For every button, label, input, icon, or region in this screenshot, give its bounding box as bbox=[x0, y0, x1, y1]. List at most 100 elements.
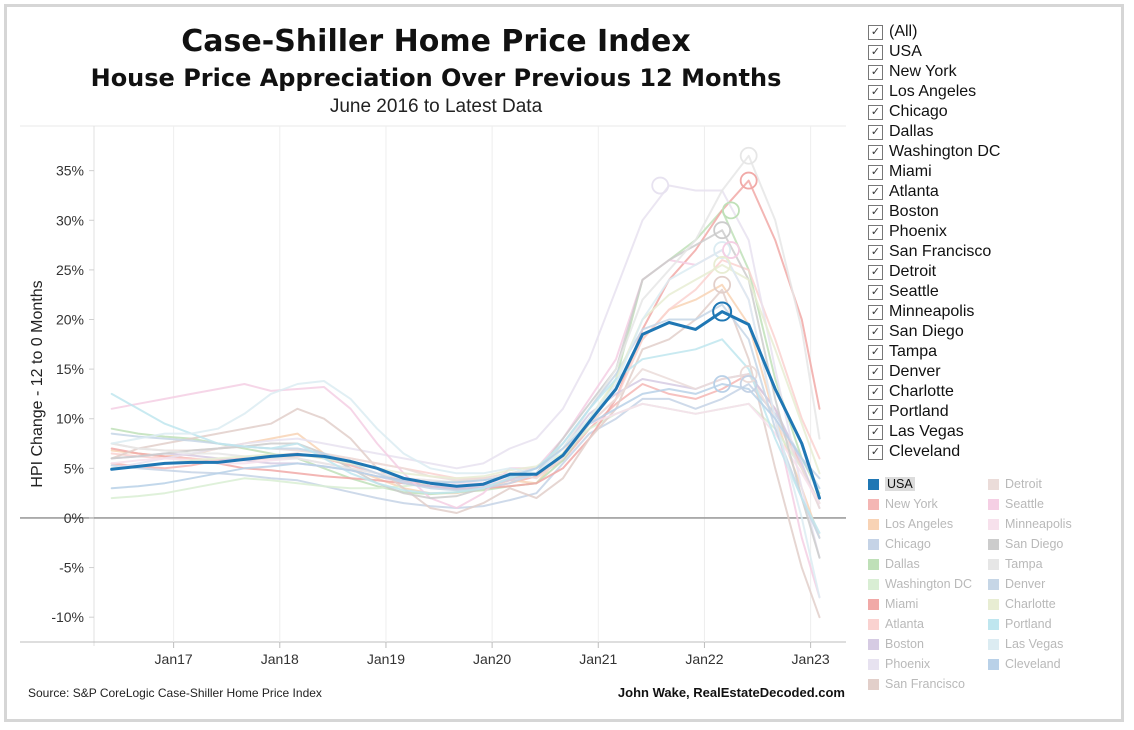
filter-item-minneapolis[interactable]: ✓ Minneapolis bbox=[868, 302, 1128, 322]
filter-item-charlotte[interactable]: ✓ Charlotte bbox=[868, 382, 1128, 402]
y-tick-label: 35% bbox=[56, 163, 84, 179]
filter-item-all[interactable]: ✓ (All) bbox=[868, 22, 1128, 42]
filter-item-tampa[interactable]: ✓ Tampa bbox=[868, 342, 1128, 362]
series-line-miami bbox=[110, 179, 821, 490]
legend-swatch bbox=[988, 638, 999, 650]
x-tick-label: Jan21 bbox=[579, 651, 617, 667]
peak-marker-tampa bbox=[739, 146, 758, 165]
legend-item-detroit[interactable]: Detroit bbox=[988, 475, 1042, 493]
filter-item-cleveland[interactable]: ✓ Cleveland bbox=[868, 442, 1128, 462]
date-range-caption: June 2016 to Latest Data bbox=[329, 96, 543, 117]
checkbox[interactable]: ✓ bbox=[868, 144, 883, 160]
legend-item-usa[interactable]: USA bbox=[868, 475, 915, 493]
filter-item-san-francisco[interactable]: ✓ San Francisco bbox=[868, 242, 1128, 262]
checkbox[interactable]: ✓ bbox=[868, 44, 883, 60]
y-tick-label: 20% bbox=[56, 312, 84, 328]
filter-item-portland[interactable]: ✓ Portland bbox=[868, 402, 1128, 422]
checkbox[interactable]: ✓ bbox=[868, 264, 883, 280]
filter-item-usa[interactable]: ✓ USA bbox=[868, 42, 1128, 62]
series-line-boston bbox=[110, 373, 821, 509]
legend-item-las-vegas[interactable]: Las Vegas bbox=[988, 635, 1063, 653]
checkbox[interactable]: ✓ bbox=[868, 224, 883, 240]
x-tick-label: Jan20 bbox=[473, 651, 511, 667]
series-line-portland bbox=[110, 338, 821, 534]
filter-item-san-diego[interactable]: ✓ San Diego bbox=[868, 322, 1128, 342]
checkbox[interactable]: ✓ bbox=[868, 164, 883, 180]
checkbox[interactable]: ✓ bbox=[868, 284, 883, 300]
x-tick-label: Jan18 bbox=[261, 651, 299, 667]
checkbox[interactable]: ✓ bbox=[868, 204, 883, 220]
filter-item-seattle[interactable]: ✓ Seattle bbox=[868, 282, 1128, 302]
checkbox[interactable]: ✓ bbox=[868, 364, 883, 380]
checkbox[interactable]: ✓ bbox=[868, 184, 883, 200]
checkbox[interactable]: ✓ bbox=[868, 64, 883, 80]
filter-item-las-vegas[interactable]: ✓ Las Vegas bbox=[868, 422, 1128, 442]
filter-item-dallas[interactable]: ✓ Dallas bbox=[868, 122, 1128, 142]
checkbox[interactable]: ✓ bbox=[868, 384, 883, 400]
legend-item-charlotte[interactable]: Charlotte bbox=[988, 595, 1056, 613]
legend-swatch bbox=[868, 538, 879, 550]
legend-item-seattle[interactable]: Seattle bbox=[988, 495, 1044, 513]
checkbox[interactable]: ✓ bbox=[868, 324, 883, 340]
legend-swatch bbox=[988, 598, 999, 610]
legend-label: USA bbox=[885, 477, 915, 491]
checkbox[interactable]: ✓ bbox=[868, 124, 883, 140]
filter-item-detroit[interactable]: ✓ Detroit bbox=[868, 262, 1128, 282]
filter-item-label: Los Angeles bbox=[889, 83, 977, 100]
checkbox[interactable]: ✓ bbox=[868, 404, 883, 420]
legend-item-dallas[interactable]: Dallas bbox=[868, 555, 920, 573]
x-tick-label: Jan17 bbox=[155, 651, 193, 667]
legend-label: Charlotte bbox=[1005, 597, 1056, 611]
filter-item-washington-dc[interactable]: ✓ Washington DC bbox=[868, 142, 1128, 162]
checkbox[interactable]: ✓ bbox=[868, 344, 883, 360]
checkbox[interactable]: ✓ bbox=[868, 444, 883, 460]
peak-marker-chicago bbox=[739, 375, 758, 393]
filter-item-denver[interactable]: ✓ Denver bbox=[868, 362, 1128, 382]
legend-swatch bbox=[868, 518, 879, 530]
checkbox[interactable]: ✓ bbox=[868, 84, 883, 100]
legend-label: Las Vegas bbox=[1005, 637, 1064, 651]
legend-item-atlanta[interactable]: Atlanta bbox=[868, 615, 924, 633]
legend-label: New York bbox=[885, 497, 938, 511]
legend-swatch bbox=[868, 558, 879, 570]
legend-label: Portland bbox=[1005, 617, 1052, 631]
checkbox[interactable]: ✓ bbox=[868, 244, 883, 260]
legend-item-chicago[interactable]: Chicago bbox=[868, 535, 931, 553]
filter-item-los-angeles[interactable]: ✓ Los Angeles bbox=[868, 82, 1128, 102]
filter-item-boston[interactable]: ✓ Boston bbox=[868, 202, 1128, 222]
checkbox[interactable]: ✓ bbox=[868, 24, 883, 40]
filter-item-label: Dallas bbox=[889, 123, 934, 140]
filter-item-label: San Diego bbox=[889, 323, 964, 340]
filter-item-label: Atlanta bbox=[889, 183, 939, 200]
filter-item-atlanta[interactable]: ✓ Atlanta bbox=[868, 182, 1128, 202]
peak-marker-usa bbox=[712, 301, 733, 322]
legend-item-phoenix[interactable]: Phoenix bbox=[868, 655, 930, 673]
legend-item-boston[interactable]: Boston bbox=[868, 635, 924, 653]
legend-item-tampa[interactable]: Tampa bbox=[988, 555, 1043, 573]
legend-item-cleveland[interactable]: Cleveland bbox=[988, 655, 1061, 673]
filter-item-chicago[interactable]: ✓ Chicago bbox=[868, 102, 1128, 122]
y-tick-label: 15% bbox=[56, 361, 84, 377]
legend-item-miami[interactable]: Miami bbox=[868, 595, 918, 613]
series-line-las-vegas bbox=[110, 249, 821, 599]
checkbox[interactable]: ✓ bbox=[868, 104, 883, 120]
series-line-charlotte bbox=[110, 263, 821, 480]
checkbox[interactable]: ✓ bbox=[868, 424, 883, 440]
legend-item-new-york[interactable]: New York bbox=[868, 495, 938, 513]
legend-item-san-francisco[interactable]: San Francisco bbox=[868, 675, 965, 693]
filter-item-phoenix[interactable]: ✓ Phoenix bbox=[868, 222, 1128, 242]
filter-item-label: Las Vegas bbox=[889, 423, 964, 440]
legend-item-washington-dc[interactable]: Washington DC bbox=[868, 575, 972, 593]
y-tick-label: 5% bbox=[64, 460, 84, 476]
filter-item-miami[interactable]: ✓ Miami bbox=[868, 162, 1128, 182]
legend-item-los-angeles[interactable]: Los Angeles bbox=[868, 515, 953, 533]
filter-item-label: Boston bbox=[889, 203, 939, 220]
legend-item-san-diego[interactable]: San Diego bbox=[988, 535, 1063, 553]
checkbox[interactable]: ✓ bbox=[868, 304, 883, 320]
legend-item-portland[interactable]: Portland bbox=[988, 615, 1052, 633]
legend-item-minneapolis[interactable]: Minneapolis bbox=[988, 515, 1072, 533]
legend-swatch bbox=[988, 518, 999, 530]
legend-item-denver[interactable]: Denver bbox=[988, 575, 1045, 593]
y-tick-label: 10% bbox=[56, 411, 84, 427]
filter-item-new-york[interactable]: ✓ New York bbox=[868, 62, 1128, 82]
